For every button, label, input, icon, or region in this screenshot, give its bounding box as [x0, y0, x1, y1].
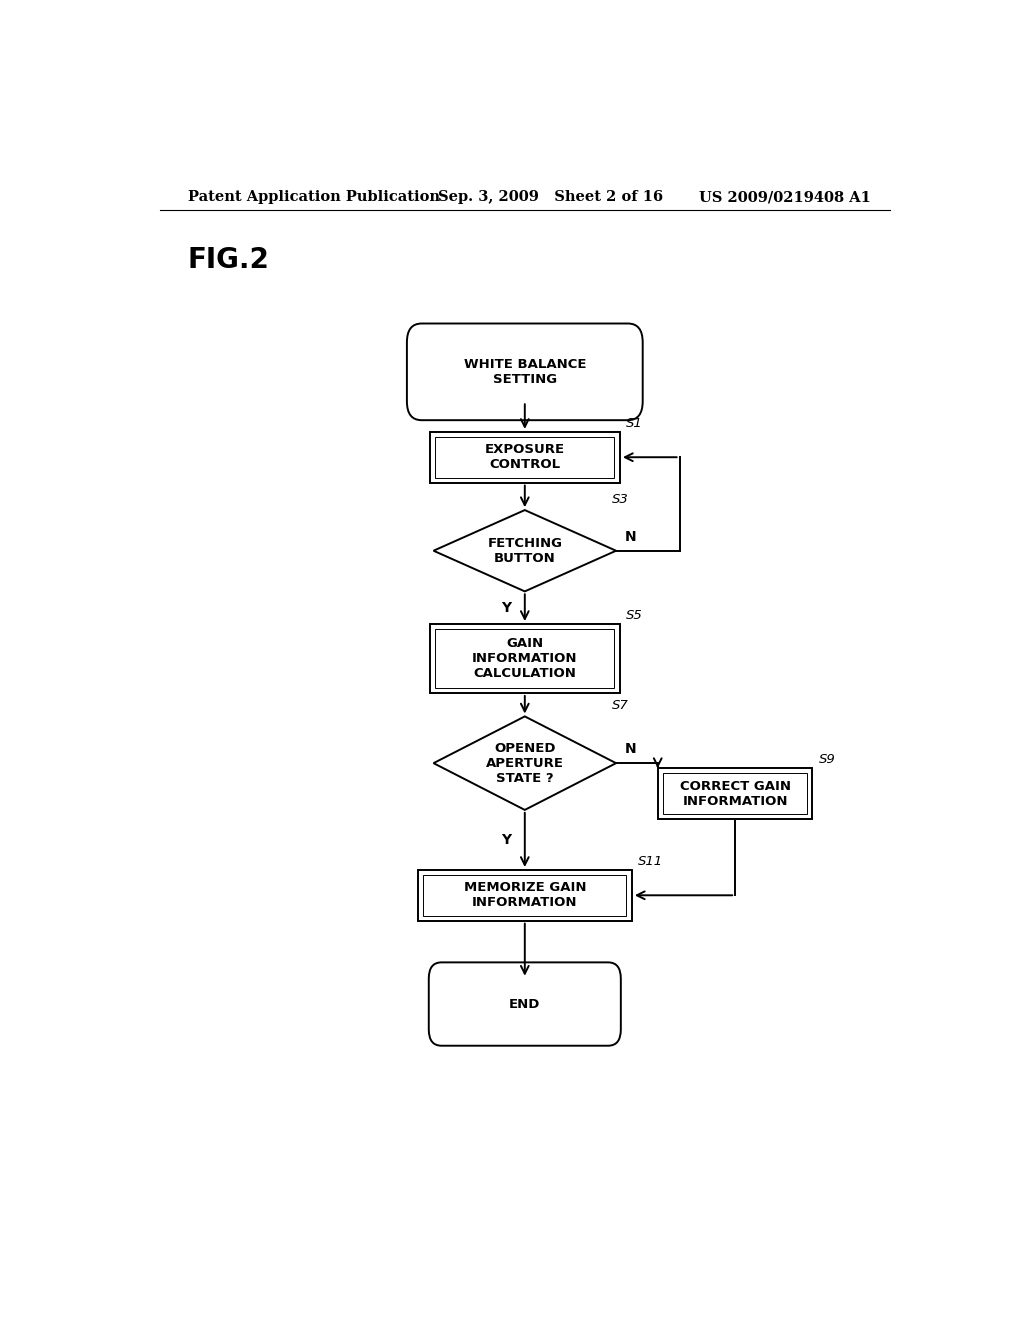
Text: GAIN
INFORMATION
CALCULATION: GAIN INFORMATION CALCULATION	[472, 638, 578, 680]
Text: FETCHING
BUTTON: FETCHING BUTTON	[487, 537, 562, 565]
Text: N: N	[625, 742, 636, 756]
Bar	[430, 624, 621, 693]
Text: OPENED
APERTURE
STATE ?: OPENED APERTURE STATE ?	[485, 742, 564, 784]
Text: FIG.2: FIG.2	[187, 246, 269, 275]
Bar	[664, 774, 807, 814]
Text: US 2009/0219408 A1: US 2009/0219408 A1	[699, 190, 871, 205]
Bar	[418, 870, 632, 921]
Text: WHITE BALANCE
SETTING: WHITE BALANCE SETTING	[464, 358, 586, 385]
Text: Y: Y	[501, 601, 511, 615]
Polygon shape	[433, 510, 616, 591]
FancyBboxPatch shape	[407, 323, 643, 420]
Bar	[423, 875, 627, 916]
Text: S9: S9	[819, 754, 836, 766]
Text: EXPOSURE
CONTROL: EXPOSURE CONTROL	[484, 444, 565, 471]
Bar	[435, 630, 614, 688]
Text: S3: S3	[612, 492, 629, 506]
Text: Y: Y	[501, 833, 511, 847]
Text: Sep. 3, 2009   Sheet 2 of 16: Sep. 3, 2009 Sheet 2 of 16	[437, 190, 663, 205]
Text: N: N	[625, 529, 636, 544]
Bar	[657, 768, 812, 818]
Bar	[435, 437, 614, 478]
Text: S1: S1	[627, 417, 643, 430]
Text: S7: S7	[612, 700, 629, 713]
Bar	[430, 432, 621, 483]
Text: S5: S5	[627, 609, 643, 622]
FancyBboxPatch shape	[429, 962, 621, 1045]
Text: S11: S11	[638, 855, 664, 867]
Text: END: END	[509, 998, 541, 1011]
Polygon shape	[433, 717, 616, 810]
Text: MEMORIZE GAIN
INFORMATION: MEMORIZE GAIN INFORMATION	[464, 882, 586, 909]
Text: Patent Application Publication: Patent Application Publication	[187, 190, 439, 205]
Text: CORRECT GAIN
INFORMATION: CORRECT GAIN INFORMATION	[680, 780, 791, 808]
